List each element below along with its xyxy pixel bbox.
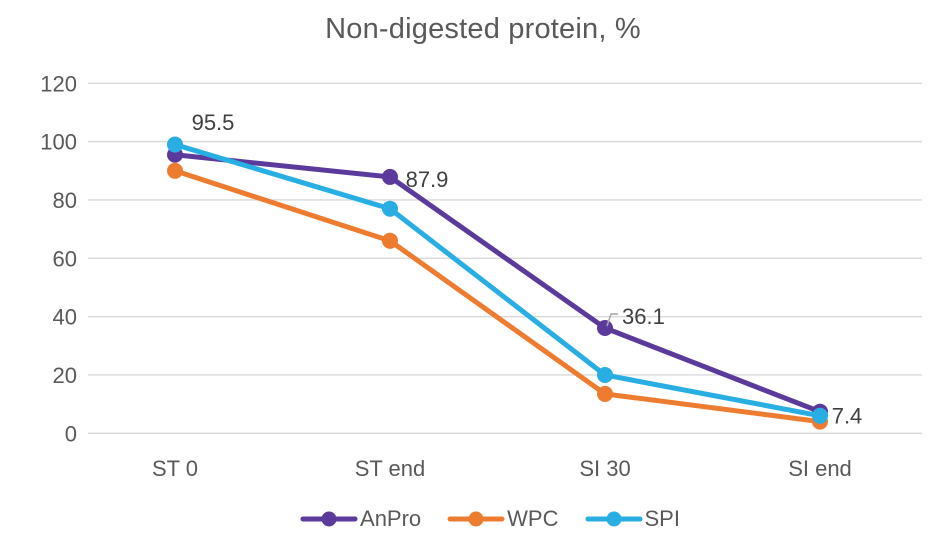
- y-tick-label: 0: [65, 421, 77, 446]
- series-marker-spi: [382, 200, 398, 217]
- legend-marker-icon: [447, 511, 505, 527]
- series-line-spi: [172, 142, 823, 419]
- series-marker-spi: [812, 407, 828, 424]
- legend-item-anpro: AnPro: [300, 506, 421, 532]
- data-label: 95.5: [192, 110, 235, 135]
- series-marker-spi: [597, 366, 613, 383]
- series-line-anpro: [172, 152, 823, 415]
- series-marker-spi: [167, 136, 183, 153]
- chart-title: Non-digested protein, %: [325, 13, 641, 45]
- y-tick-label: 100: [40, 130, 77, 155]
- data-label: 87.9: [406, 167, 449, 192]
- series-marker-wpc: [382, 232, 398, 249]
- legend-item-spi: SPI: [585, 506, 680, 532]
- y-tick-label: 40: [53, 305, 77, 330]
- legend-label: WPC: [507, 506, 559, 531]
- y-tick-label: 120: [40, 71, 77, 96]
- y-tick-label: 60: [53, 246, 77, 271]
- series-marker-wpc: [167, 162, 183, 179]
- legend-marker-icon: [300, 511, 358, 527]
- data-label: 7.4: [832, 404, 863, 429]
- data-label-leader-line: [606, 313, 618, 327]
- x-axis-label: ST 0: [152, 456, 198, 481]
- legend-marker-icon: [585, 511, 642, 527]
- x-axis-label: SI end: [788, 456, 852, 481]
- series-marker-wpc: [597, 385, 613, 402]
- chart-legend: AnPro WPC SPI: [0, 506, 934, 532]
- y-tick-label: 20: [53, 363, 77, 388]
- data-label: 36.1: [622, 304, 665, 329]
- series-line-wpc: [172, 168, 823, 425]
- legend-label: AnPro: [360, 506, 422, 531]
- series-marker-anpro: [597, 320, 613, 337]
- x-axis-label: SI 30: [579, 456, 630, 481]
- legend-item-wpc: WPC: [447, 506, 559, 532]
- x-axis-label: ST end: [355, 456, 426, 481]
- legend-label: SPI: [644, 506, 680, 531]
- y-tick-label: 80: [53, 188, 77, 213]
- series-marker-anpro: [382, 168, 398, 185]
